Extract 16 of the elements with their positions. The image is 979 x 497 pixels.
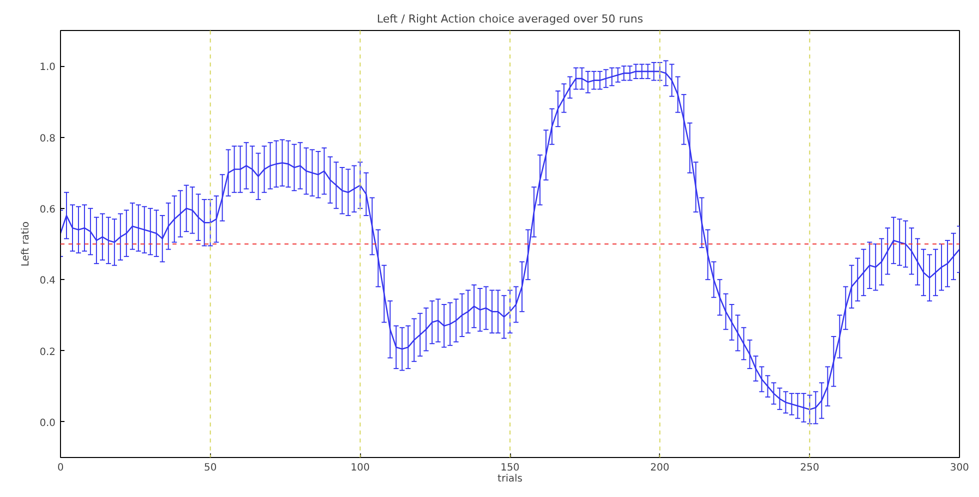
x-tick-label: 200 (650, 462, 670, 474)
y-tick-label: 0.0 (40, 418, 56, 429)
x-tick-label: 250 (800, 462, 820, 474)
y-tick-label: 0.2 (40, 346, 56, 358)
x-tick-label: 300 (950, 462, 970, 474)
y-axis-title: Left ratio (20, 221, 32, 267)
chart-title: Left / Right Action choice averaged over 50 runs (376, 12, 644, 26)
x-tick-label: 50 (204, 462, 217, 474)
x-tick-label: 100 (350, 462, 370, 474)
y-tick-label: 0.6 (40, 204, 56, 216)
y-tick-label: 0.4 (40, 276, 56, 287)
x-tick-label: 150 (500, 462, 520, 474)
x-tick-label: 0 (57, 462, 64, 474)
y-tick-label: 1.0 (40, 62, 56, 74)
y-tick-label: 0.8 (40, 133, 56, 144)
x-axis-title: trials (498, 474, 522, 484)
